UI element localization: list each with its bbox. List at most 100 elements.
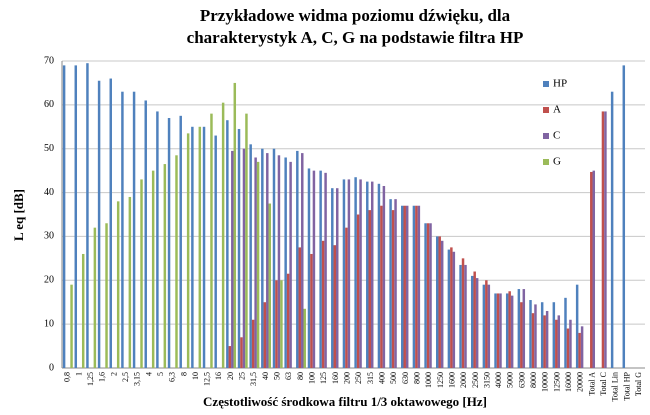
bar (510, 295, 514, 368)
bar (380, 205, 383, 368)
bar (494, 293, 497, 368)
x-tick-label: 250 (354, 372, 363, 384)
bar (240, 337, 243, 368)
bar (70, 284, 73, 368)
x-tick-label: 20 (226, 372, 235, 380)
x-tick-label: 25 (238, 372, 247, 380)
bar (401, 205, 404, 368)
bar (256, 161, 260, 368)
bar (116, 201, 120, 368)
bar (319, 170, 322, 368)
bar (310, 253, 313, 368)
x-tick-label: Total Lin (611, 372, 620, 401)
bar (186, 133, 190, 368)
bar (144, 100, 147, 368)
bar (450, 247, 453, 368)
bar (522, 289, 526, 368)
x-tick-label: 1,25 (86, 372, 95, 386)
bar (268, 203, 272, 368)
bar (280, 280, 283, 368)
chart-title: charakterystyk A, C, G na podstawie filt… (187, 28, 524, 47)
bar (210, 113, 213, 368)
x-tick-label: 16000 (564, 372, 573, 392)
x-tick-label: 8 (179, 372, 188, 376)
bar (447, 249, 451, 368)
bar (261, 148, 264, 368)
bar (301, 153, 304, 368)
bar (485, 280, 488, 368)
bar (93, 227, 97, 368)
bar (345, 227, 348, 368)
bar (249, 144, 252, 368)
bar (359, 179, 362, 368)
bar (424, 223, 427, 368)
x-tick-label: 2 (109, 372, 118, 376)
x-tick-label: 4 (144, 372, 153, 376)
bar (179, 115, 182, 368)
bar (175, 155, 178, 368)
bar (464, 264, 467, 368)
bar (531, 313, 535, 368)
bar (221, 102, 225, 369)
bar (347, 179, 351, 368)
x-tick-label: 800 (412, 372, 421, 384)
x-tick-label: 1 (74, 372, 83, 376)
bar (475, 278, 479, 368)
bar (517, 289, 521, 368)
x-tick-label: 10000 (541, 372, 550, 392)
bar (508, 291, 511, 368)
x-tick-label: 0,8 (63, 372, 72, 382)
bar (552, 302, 556, 368)
bar (263, 302, 267, 368)
chart-title: Przykładowe widma poziomu dźwięku, dla (200, 6, 511, 25)
x-tick-label: 315 (366, 372, 375, 384)
x-tick-label: 2000 (459, 372, 468, 388)
bar (520, 302, 523, 368)
y-axis-title: L eq [dB] (11, 189, 26, 241)
legend-swatch (543, 133, 549, 139)
bar (368, 210, 371, 368)
bar (601, 111, 605, 368)
bar (356, 214, 360, 368)
bar (331, 188, 334, 368)
x-tick-label: 5 (156, 372, 165, 376)
bar (496, 293, 500, 368)
bar (109, 78, 112, 369)
y-tick-label: 60 (44, 99, 54, 110)
x-tick-label: 40 (261, 372, 270, 380)
bar (266, 153, 269, 368)
x-tick-label: 8000 (529, 372, 538, 388)
x-tick-label: 12500 (552, 372, 561, 392)
bar (580, 326, 584, 368)
x-tick-label: 630 (401, 372, 410, 384)
x-tick-label: 20000 (576, 372, 585, 392)
x-tick-label: 4000 (494, 372, 503, 388)
x-tick-label: 31,5 (249, 372, 258, 386)
bar (74, 65, 78, 368)
bar (333, 245, 337, 368)
x-tick-label: Total HP (622, 371, 631, 400)
bar (564, 297, 567, 368)
y-tick-label: 30 (44, 231, 54, 242)
bar (482, 284, 486, 368)
bar (429, 223, 432, 368)
bar (470, 275, 474, 368)
bar (231, 150, 234, 368)
x-tick-label: Total A (587, 372, 596, 396)
x-tick-label: 16 (214, 372, 223, 380)
bar (286, 273, 290, 368)
bar (555, 319, 558, 368)
bar (575, 284, 579, 368)
legend-label: C (553, 130, 560, 142)
x-tick-label: 1600 (447, 372, 456, 388)
bar (62, 65, 66, 368)
bar (191, 126, 194, 369)
x-tick-label: 1000 (424, 372, 433, 388)
bar (622, 65, 626, 368)
bar (578, 332, 581, 368)
bar (121, 91, 124, 368)
bar (324, 172, 327, 368)
x-tick-label: 6300 (517, 372, 526, 388)
bar (487, 284, 491, 368)
